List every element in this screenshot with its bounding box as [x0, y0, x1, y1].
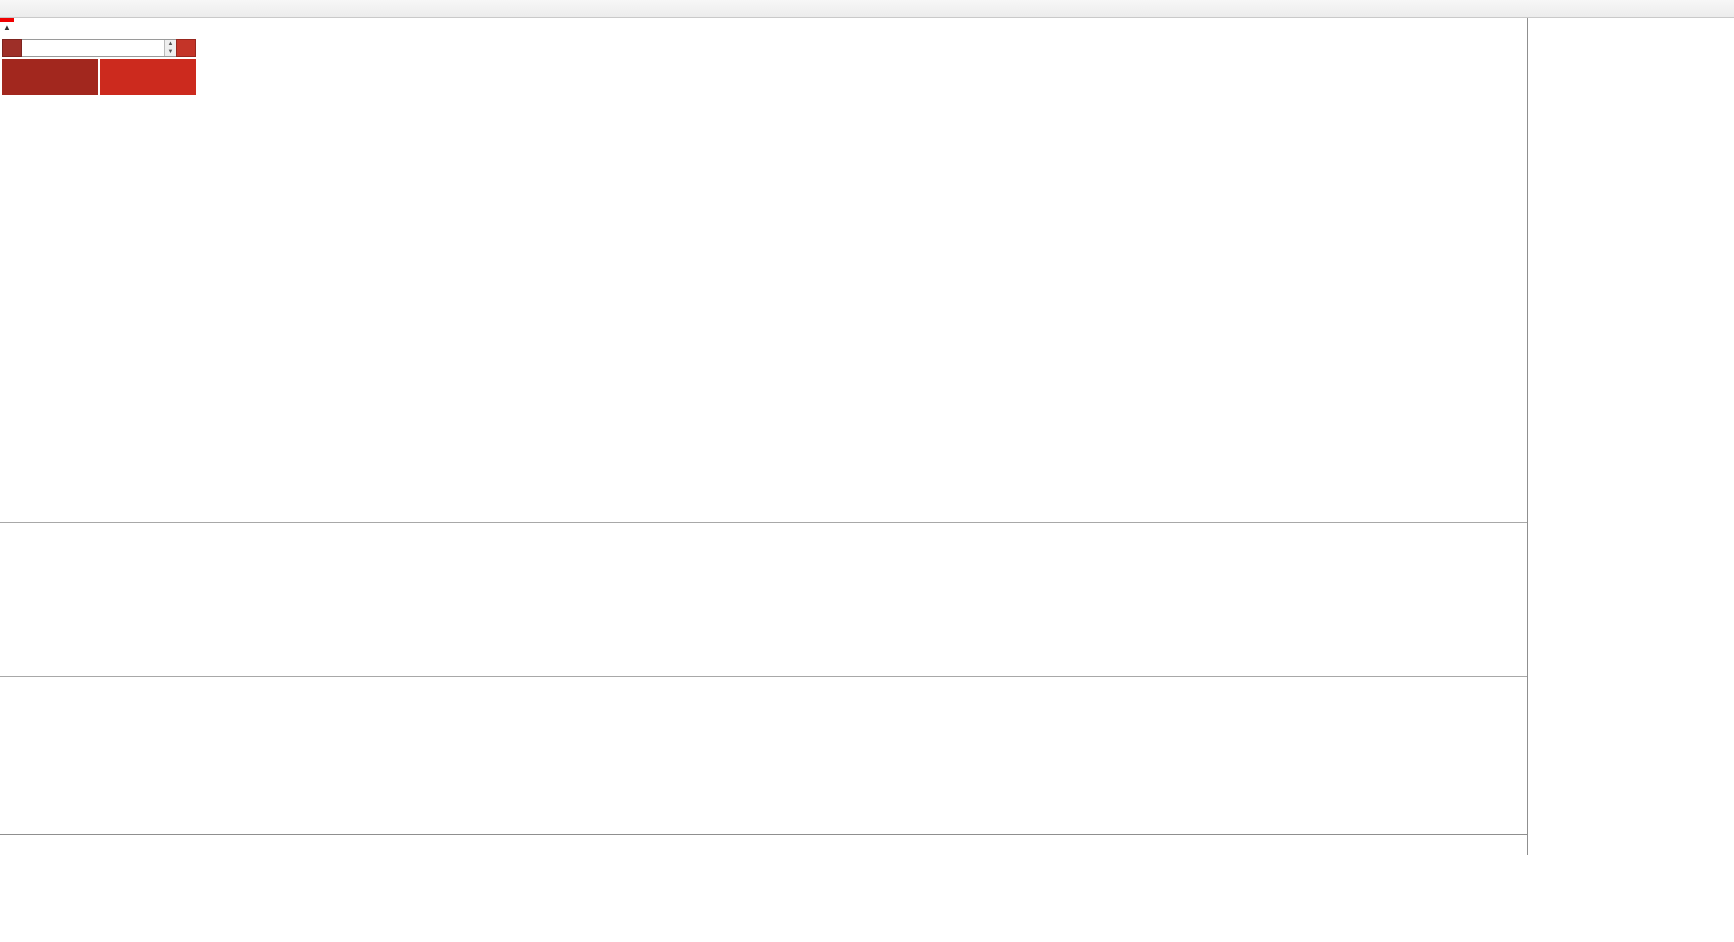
buy-button[interactable] — [176, 39, 196, 57]
price-flag-label — [0, 18, 14, 22]
price-chart-canvas[interactable] — [0, 18, 1527, 522]
spinner-up-icon[interactable]: ▲ — [165, 40, 176, 48]
one-click-collapse-icon[interactable]: ▲ — [3, 23, 11, 32]
one-click-trading-panel: ▲ ▼ — [2, 39, 196, 95]
volume-spinner[interactable]: ▲ ▼ — [164, 40, 176, 56]
volume-input[interactable] — [22, 40, 164, 56]
spinner-down-icon[interactable]: ▼ — [165, 48, 176, 56]
price-scale[interactable] — [1527, 18, 1734, 855]
main-chart-panel: ▲ ▲ ▼ — [0, 18, 1527, 523]
macd-canvas[interactable] — [0, 523, 1527, 676]
sell-price-display[interactable] — [2, 59, 98, 95]
macd-panel — [0, 523, 1527, 677]
rsi-panel — [0, 677, 1527, 835]
chart-title: ▲ — [3, 22, 19, 34]
toolbar — [0, 0, 1734, 18]
buy-price-display[interactable] — [100, 59, 196, 95]
sell-button[interactable] — [2, 39, 22, 57]
rsi-canvas[interactable] — [0, 677, 1527, 834]
time-axis[interactable] — [0, 835, 1527, 855]
